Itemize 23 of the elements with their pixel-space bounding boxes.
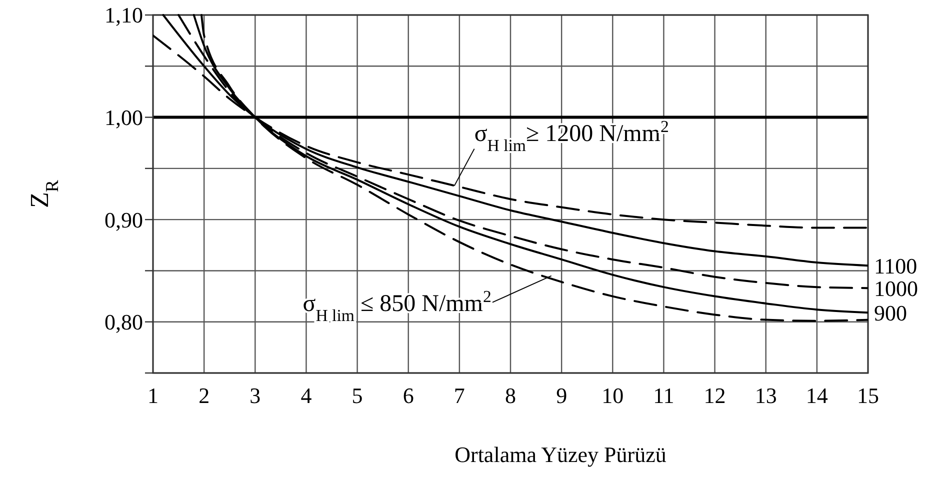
y-tick-label: 0,80 [104,310,143,335]
x-tick-label: 6 [402,383,414,408]
x-tick-label: 4 [300,383,312,408]
x-tick-label: 11 [653,383,674,408]
x-tick-label: 8 [505,383,516,408]
x-tick-label: 9 [556,383,568,408]
y-tick-label: 1,00 [104,104,143,130]
x-tick-label: 7 [454,383,465,408]
x-tick-label: 2 [198,383,210,408]
y-tick-label: 1,10 [104,2,143,28]
x-axis-title: Ortalama Yüzey Pürüzü [454,442,666,467]
series-label: 1000 [874,276,918,301]
x-tick-label: 15 [857,383,879,408]
x-tick-label: 5 [352,383,363,408]
x-tick-label: 13 [754,383,777,408]
x-tick-label: 14 [806,383,828,408]
x-tick-label: 1 [148,383,158,408]
series-label: 900 [874,300,907,326]
x-tick-label: 12 [704,383,726,408]
x-tick-label: 10 [602,383,624,408]
y-tick-label: 0,90 [104,207,143,232]
x-tick-label: 3 [250,383,261,408]
series-label: 1100 [874,253,918,278]
